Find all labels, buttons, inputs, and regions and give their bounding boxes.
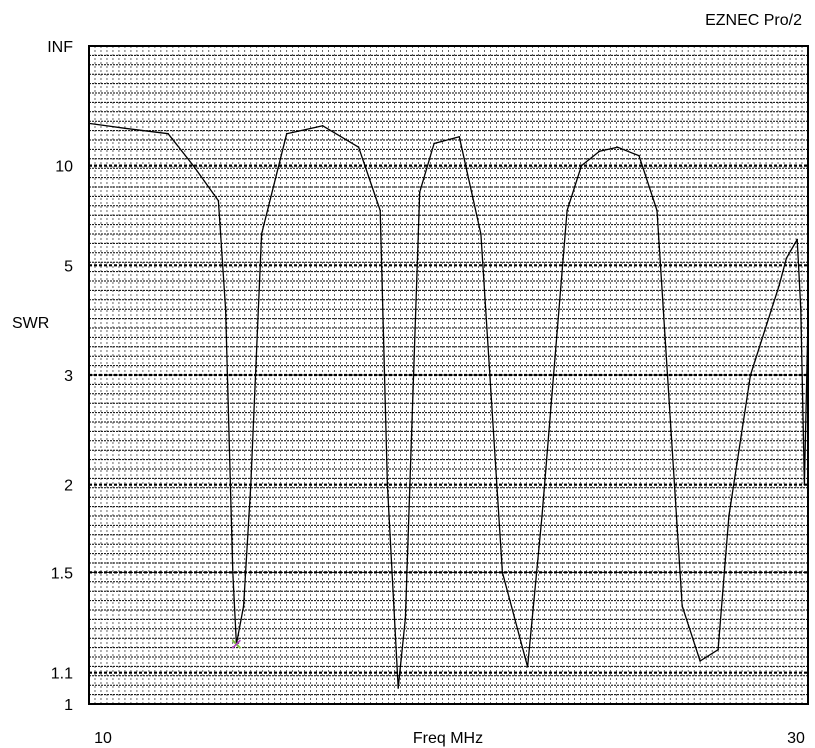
series-point xyxy=(785,257,788,260)
series-point xyxy=(566,209,568,212)
series-point xyxy=(88,122,90,125)
y-tick-label: 5 xyxy=(64,258,73,275)
y-tick-label: 1.5 xyxy=(51,565,73,582)
series-point xyxy=(433,142,435,145)
series-point xyxy=(285,132,288,135)
series-point xyxy=(260,233,263,235)
series-point xyxy=(749,374,752,376)
series-point xyxy=(656,209,658,212)
series-point xyxy=(807,319,809,321)
current-frequency-marker xyxy=(231,639,242,649)
series-point xyxy=(321,124,324,127)
x-axis-label: Freq MHz xyxy=(413,730,483,747)
x-tick-label: 10 xyxy=(94,730,112,747)
y-tick-label: 1.1 xyxy=(51,666,73,683)
series-point xyxy=(480,233,482,235)
series-point xyxy=(778,284,781,287)
y-tick-label: 1 xyxy=(64,697,73,714)
series-point xyxy=(217,200,220,202)
series-point xyxy=(232,571,234,574)
series-point xyxy=(800,308,802,311)
series-point xyxy=(249,483,252,486)
series-point xyxy=(357,146,360,149)
series-point xyxy=(192,164,195,167)
series-point xyxy=(526,665,529,668)
series-point xyxy=(699,660,701,662)
x-tick-labels: 10 30 xyxy=(94,730,805,747)
series-point xyxy=(796,238,799,241)
y-tick-label: 2 xyxy=(64,478,73,495)
series-point xyxy=(124,127,126,130)
plot-frame xyxy=(88,45,809,705)
y-tick-labels: INF 10 5 3 2 1.5 1.1 1 xyxy=(47,39,73,714)
series-point xyxy=(580,164,583,167)
series-point xyxy=(167,132,169,135)
series-point xyxy=(598,150,601,153)
series-point xyxy=(638,154,640,157)
brand-label: EZNEC Pro/2 xyxy=(705,12,802,29)
series-point xyxy=(541,515,543,517)
plot-grid xyxy=(89,46,808,704)
series-point xyxy=(728,515,730,517)
series-point xyxy=(501,571,504,574)
x-tick-label: 30 xyxy=(787,730,805,747)
series-point xyxy=(386,483,389,486)
y-tick-label: 3 xyxy=(64,368,73,385)
series-point xyxy=(404,617,407,619)
series-point xyxy=(458,135,461,138)
series-point xyxy=(397,687,399,689)
swr-series-line xyxy=(88,122,809,689)
series-point xyxy=(803,483,806,486)
series-point xyxy=(242,605,245,607)
series-point xyxy=(616,146,619,149)
series-point xyxy=(717,648,719,651)
series-point xyxy=(418,191,421,194)
y-tick-label: INF xyxy=(47,39,73,56)
y-tick-label: 10 xyxy=(55,159,73,176)
series-point xyxy=(379,209,381,212)
marker-stroke xyxy=(231,639,241,649)
series-point xyxy=(224,308,227,311)
y-axis-label: SWR xyxy=(12,315,49,332)
series-point xyxy=(681,605,683,607)
